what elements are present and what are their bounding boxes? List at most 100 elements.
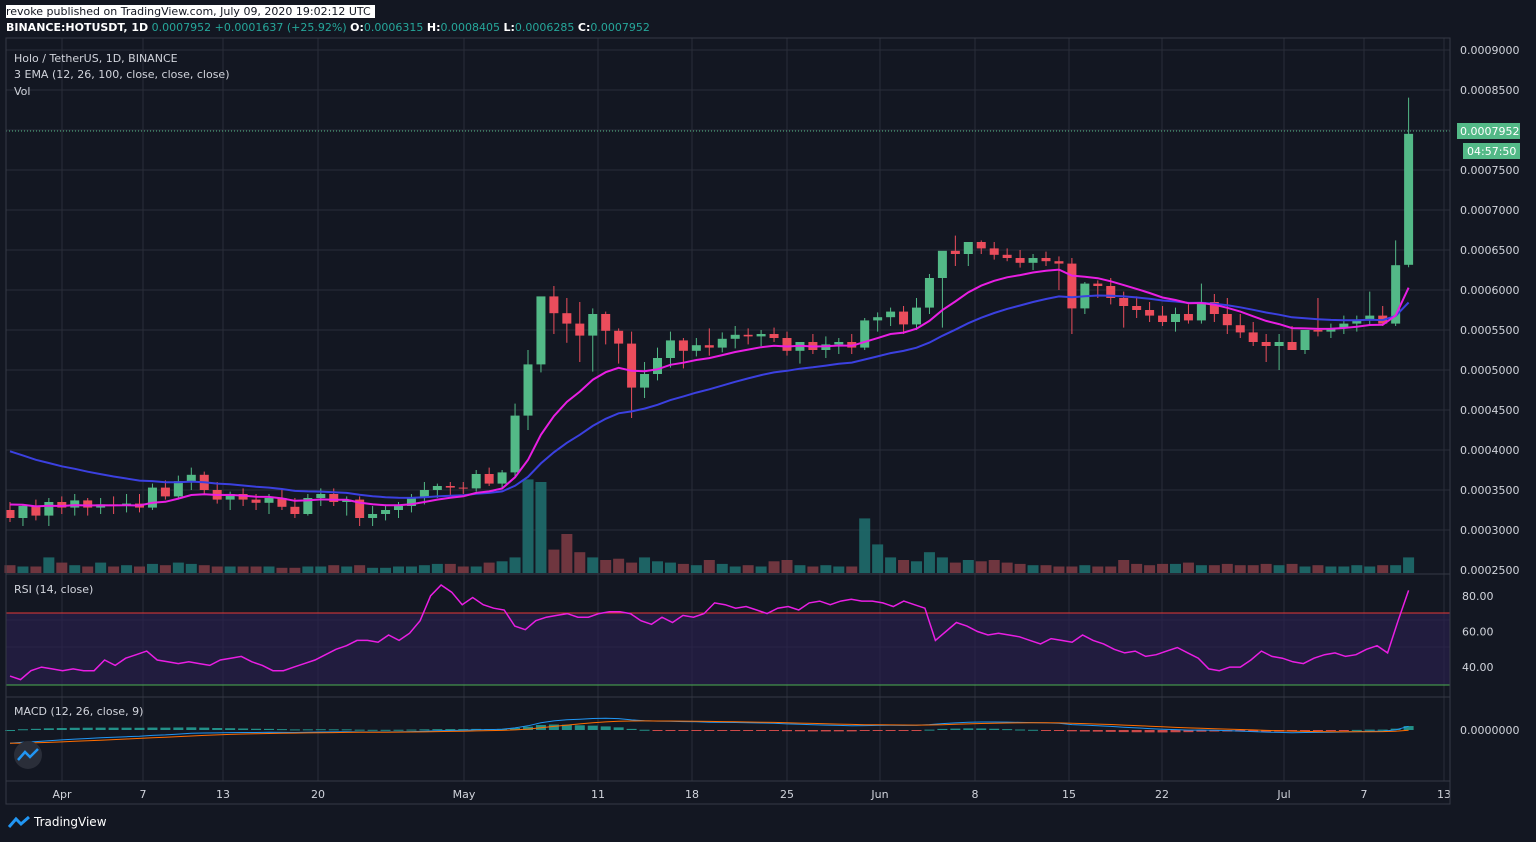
macd-histogram-bar: [30, 728, 41, 730]
volume-bar: [613, 558, 625, 573]
volume-bar: [690, 565, 702, 573]
macd-histogram-bar: [613, 727, 624, 730]
candle-body: [950, 250, 960, 254]
candle-body: [1261, 342, 1271, 346]
symbol-label: BINANCE:HOTUSDT, 1D: [6, 21, 149, 34]
candle-body: [549, 296, 559, 314]
volume-bar: [1182, 562, 1194, 573]
price-tick-label: 0.0007000: [1460, 204, 1520, 217]
rsi-tick-label: 80.00: [1462, 590, 1494, 603]
candle-body: [536, 296, 546, 365]
macd-histogram-bar: [976, 728, 987, 730]
volume-bar: [833, 566, 845, 573]
volume-bar: [807, 566, 819, 573]
countdown-tag: [1463, 143, 1520, 159]
volume-bar: [1118, 560, 1130, 573]
volume-bar: [949, 562, 961, 573]
macd-histogram-bar: [43, 728, 54, 730]
rsi-tick-label: 40.00: [1462, 661, 1494, 674]
published-line: revoke published on TradingView.com, Jul…: [6, 5, 375, 18]
volume-bar: [975, 561, 987, 573]
macd-histogram-bar: [1325, 730, 1336, 731]
candle-body: [1132, 306, 1142, 310]
volume-bar: [108, 566, 120, 573]
volume-bar: [1325, 566, 1337, 573]
macd-histogram-bar: [212, 728, 223, 730]
close-label: C:: [577, 21, 591, 34]
ema-legend[interactable]: 3 EMA (12, 26, 100, close, close, close): [14, 68, 230, 81]
macd-histogram-bar: [1248, 730, 1259, 732]
volume-bar: [923, 552, 935, 573]
macd-legend[interactable]: MACD (12, 26, close, 9): [14, 705, 144, 718]
macd-histogram-bar: [1196, 730, 1207, 732]
volume-bar: [172, 562, 184, 573]
price-tick-label: 0.0006000: [1460, 284, 1520, 297]
macd-panel: [5, 717, 1414, 744]
candle-body: [1119, 298, 1129, 306]
candle-body: [678, 340, 688, 351]
volume-bar: [846, 566, 858, 573]
volume-bar: [328, 565, 340, 573]
macd-histogram-bar: [989, 728, 1000, 730]
volume-bar: [1157, 563, 1169, 573]
change-value: +0.0001637 (+25.92%): [214, 21, 347, 34]
macd-histogram-bar: [1131, 730, 1142, 733]
rsi-legend[interactable]: RSI (14, close): [14, 583, 94, 596]
volume-bar: [134, 566, 145, 573]
volume-bar: [354, 565, 366, 573]
candle-body: [1339, 323, 1349, 329]
macd-histogram-bar: [367, 729, 378, 731]
volume-bar: [1351, 565, 1363, 573]
candle-body: [432, 486, 442, 490]
signal-line: [9, 720, 1409, 744]
macd-histogram-bar: [380, 729, 391, 731]
macd-histogram-bar: [807, 730, 818, 732]
rsi-line: [9, 584, 1410, 681]
time-tick-label: 11: [591, 788, 605, 801]
candle-body: [1171, 314, 1180, 322]
macd-histogram-bar: [406, 729, 417, 731]
macd-histogram-bar: [717, 730, 728, 731]
volume-bar: [224, 566, 236, 573]
volume-bar: [755, 566, 767, 573]
high-value: 0.0008405: [440, 21, 500, 34]
macd-histogram-bar: [160, 727, 171, 730]
volume-bar: [1040, 565, 1052, 573]
macd-histogram-bar: [1092, 730, 1103, 732]
time-tick-label: 8: [972, 788, 979, 801]
candle-body: [665, 340, 675, 358]
volume-bar: [522, 479, 534, 573]
tradingview-brand[interactable]: TradingView: [8, 815, 107, 829]
volume-bar: [859, 518, 871, 573]
macd-histogram-bar: [963, 728, 974, 730]
volume-bar: [574, 552, 586, 573]
candle-body: [368, 514, 378, 518]
candle-body: [899, 311, 909, 325]
candle-body: [147, 487, 157, 508]
volume-bar: [315, 566, 327, 573]
candle-body: [1145, 310, 1155, 316]
vol-legend[interactable]: Vol: [14, 85, 31, 98]
candle-body: [691, 345, 701, 351]
volume-bar: [1208, 565, 1220, 573]
macd-histogram-bar: [458, 729, 469, 731]
volume-bar: [56, 562, 68, 573]
macd-histogram-bar: [1028, 729, 1039, 731]
candle-body: [381, 510, 391, 514]
macd-histogram-bar: [354, 729, 365, 731]
candle-body: [238, 494, 248, 500]
volume-bar: [43, 557, 55, 573]
candle-body: [1365, 315, 1375, 320]
price-tick-label: 0.0009000: [1460, 44, 1520, 57]
candle-body: [1209, 302, 1219, 314]
volume-bar: [418, 565, 430, 573]
volume-bar: [470, 566, 482, 573]
macd-histogram-bar: [56, 728, 67, 730]
close-value: 0.0007952: [590, 21, 650, 34]
candle-body: [458, 487, 468, 489]
volume-bar: [639, 557, 651, 573]
price-tick-label: 0.0005500: [1460, 324, 1520, 337]
macd-histogram-bar: [924, 729, 935, 731]
volume-bar: [483, 562, 495, 573]
